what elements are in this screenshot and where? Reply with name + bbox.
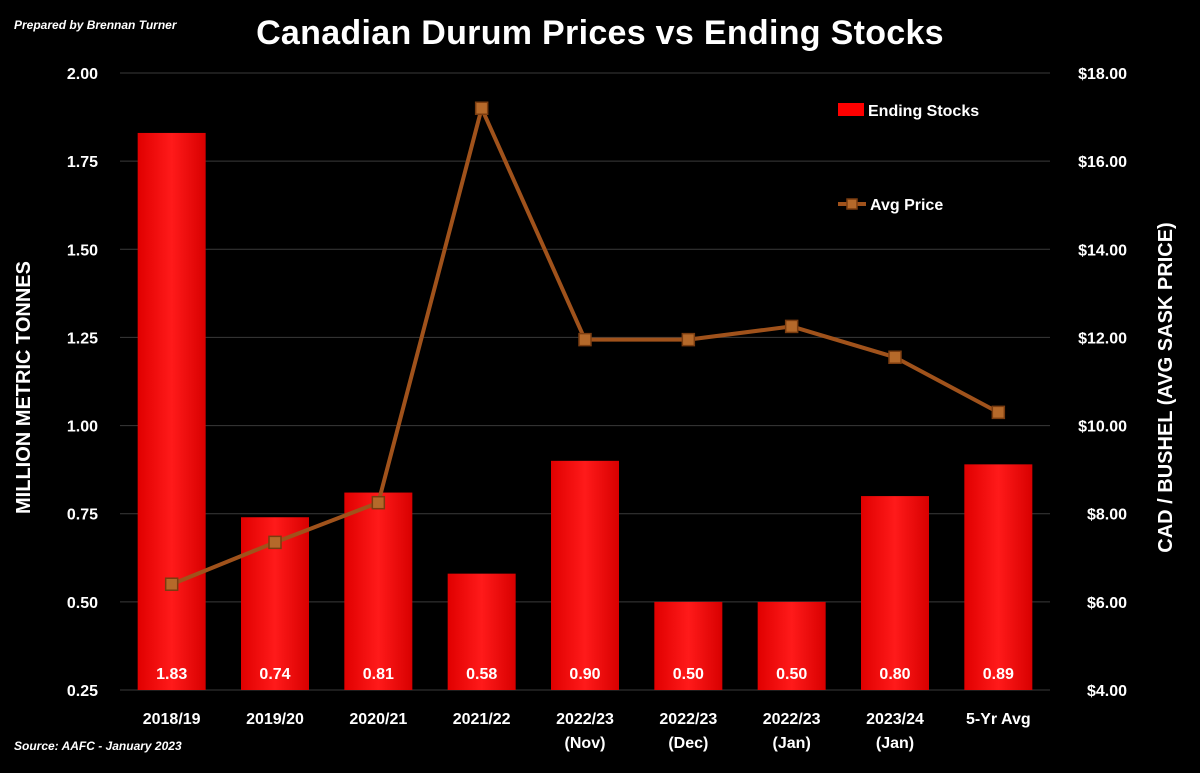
right-tick-label: $16.00 [1078, 154, 1127, 171]
bar-series: 1.83 0.74 0.81 0.58 0.90 0.50 0.50 0.80 0.89 [137, 132, 1033, 691]
axes: 0.25 0.50 0.75 1.00 1.25 1.50 1.75 2.00 $4.00 $6.… [13, 66, 1177, 752]
legend-swatch-ending-stocks [838, 103, 864, 116]
line-series [164, 101, 1006, 591]
x-tick-label: 2020/21 [349, 711, 407, 728]
x-tick-label: 5-Yr Avg [966, 711, 1031, 728]
legend-marker-avg-price [846, 198, 858, 210]
x-tick-label: (Jan) [773, 735, 811, 752]
left-tick-label: 1.00 [67, 419, 98, 436]
bar-data-label: 0.74 [259, 666, 290, 683]
x-tick-label: 2022/23 [659, 711, 717, 728]
x-tick-label: 2022/23 [763, 711, 821, 728]
right-tick-label: $6.00 [1087, 595, 1127, 612]
avg-price-marker [268, 535, 282, 550]
avg-price-marker [784, 319, 799, 334]
legend-label-avg-price: Avg Price [870, 197, 943, 214]
source-note: Source: AAFC - January 2023 [14, 739, 182, 753]
chart-title: Canadian Durum Prices vs Ending Stocks [256, 14, 944, 52]
x-tick-label: (Jan) [876, 735, 914, 752]
bar [447, 573, 516, 690]
bar-data-label: 0.90 [569, 666, 600, 683]
bar [137, 132, 206, 691]
legend: Ending Stocks Avg Price [838, 103, 979, 214]
left-tick-label: 0.50 [67, 595, 98, 612]
right-tick-label: $14.00 [1078, 242, 1127, 259]
x-tick-label: 2019/20 [246, 711, 304, 728]
prepared-by-note: Prepared by Brennan Turner [14, 18, 177, 32]
right-tick-label: $10.00 [1078, 419, 1127, 436]
avg-price-marker [991, 405, 1006, 420]
left-tick-label: 2.00 [67, 66, 98, 83]
bar [861, 496, 929, 690]
x-tick-label: 2022/23 [556, 711, 614, 728]
x-tick-label: 2023/24 [866, 711, 924, 728]
avg-price-marker [371, 495, 386, 510]
x-tick-label: 2018/19 [143, 711, 201, 728]
x-tick-label: (Nov) [565, 735, 606, 752]
left-axis-title: MILLION METRIC TONNES [13, 261, 35, 514]
bar-data-label: 0.50 [673, 666, 704, 683]
right-tick-label: $18.00 [1078, 66, 1127, 83]
bar [344, 492, 413, 690]
bar-data-label: 0.89 [983, 666, 1014, 683]
bar [551, 460, 619, 690]
bar-data-label: 0.58 [466, 666, 497, 683]
left-tick-label: 1.50 [67, 242, 98, 259]
gridlines [120, 72, 1050, 691]
x-tick-label: 2021/22 [453, 711, 511, 728]
avg-price-marker [888, 350, 902, 365]
x-tick-label: (Dec) [668, 735, 708, 752]
bar [757, 601, 826, 690]
right-axis-title: CAD / BUSHEL (AVG SASK PRICE) [1155, 222, 1177, 552]
right-tick-label: $12.00 [1078, 330, 1127, 347]
left-tick-label: 1.75 [67, 154, 98, 171]
right-tick-label: $8.00 [1087, 507, 1127, 524]
bar-data-label: 0.80 [879, 666, 910, 683]
avg-price-marker [681, 332, 696, 347]
avg-price-marker [474, 101, 489, 116]
right-tick-label: $4.00 [1087, 683, 1127, 700]
bar [654, 601, 723, 690]
left-tick-label: 1.25 [67, 330, 98, 347]
left-tick-label: 0.25 [67, 683, 98, 700]
bar-data-label: 1.83 [156, 666, 187, 683]
avg-price-marker [164, 577, 179, 591]
bar-data-label: 0.50 [776, 666, 807, 683]
left-tick-label: 0.75 [67, 507, 98, 524]
avg-price-marker [578, 332, 592, 347]
bar-data-label: 0.81 [363, 666, 394, 683]
legend-label-ending-stocks: Ending Stocks [868, 103, 979, 120]
bar [964, 464, 1033, 690]
